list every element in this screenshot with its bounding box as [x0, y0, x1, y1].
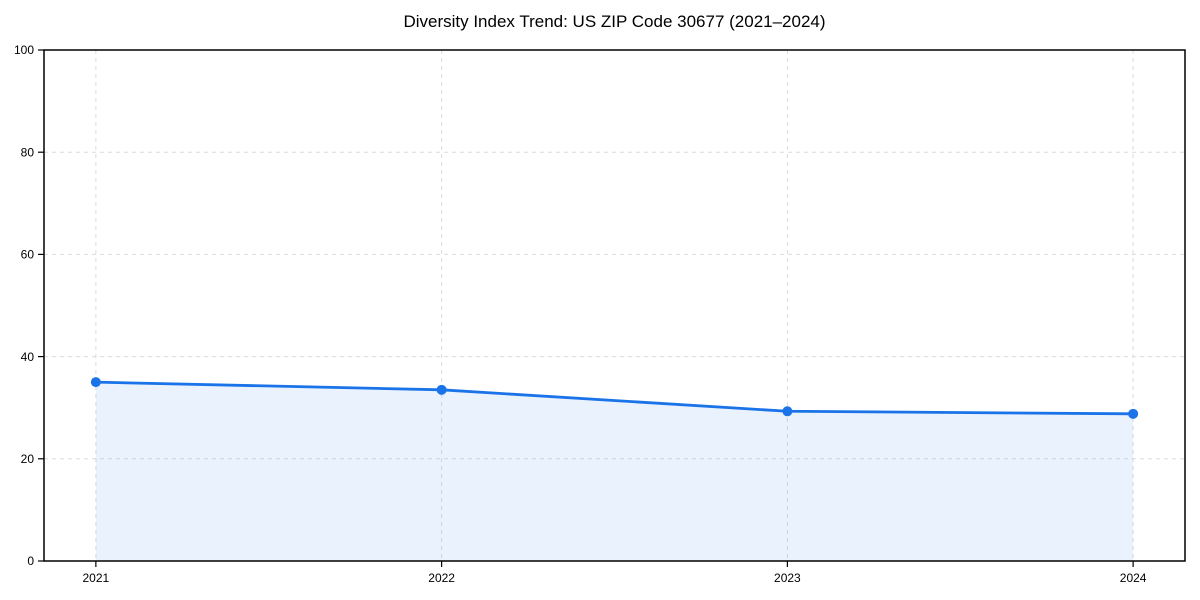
data-point-marker — [782, 406, 793, 417]
area-fill — [95, 382, 1134, 561]
x-axis-tick-label: 2023 — [774, 571, 801, 585]
y-axis-tick-label: 40 — [21, 350, 35, 364]
y-axis-tick-label: 60 — [21, 248, 35, 262]
data-point-marker — [436, 384, 447, 395]
y-axis-tick-label: 20 — [21, 452, 35, 466]
data-point-marker — [90, 377, 101, 388]
y-axis-tick-label: 80 — [21, 145, 35, 159]
y-axis-tick-label: 0 — [27, 554, 34, 568]
x-axis-tick-label: 2022 — [428, 571, 455, 585]
y-axis-tick-label: 100 — [14, 43, 34, 57]
x-axis-tick-label: 2021 — [83, 571, 110, 585]
x-axis-tick-label: 2024 — [1120, 571, 1147, 585]
data-line — [94, 380, 1135, 416]
data-point-marker — [1128, 408, 1139, 419]
axes-frame — [43, 49, 1186, 562]
chart-title: Diversity Index Trend: US ZIP Code 30677… — [403, 12, 826, 31]
